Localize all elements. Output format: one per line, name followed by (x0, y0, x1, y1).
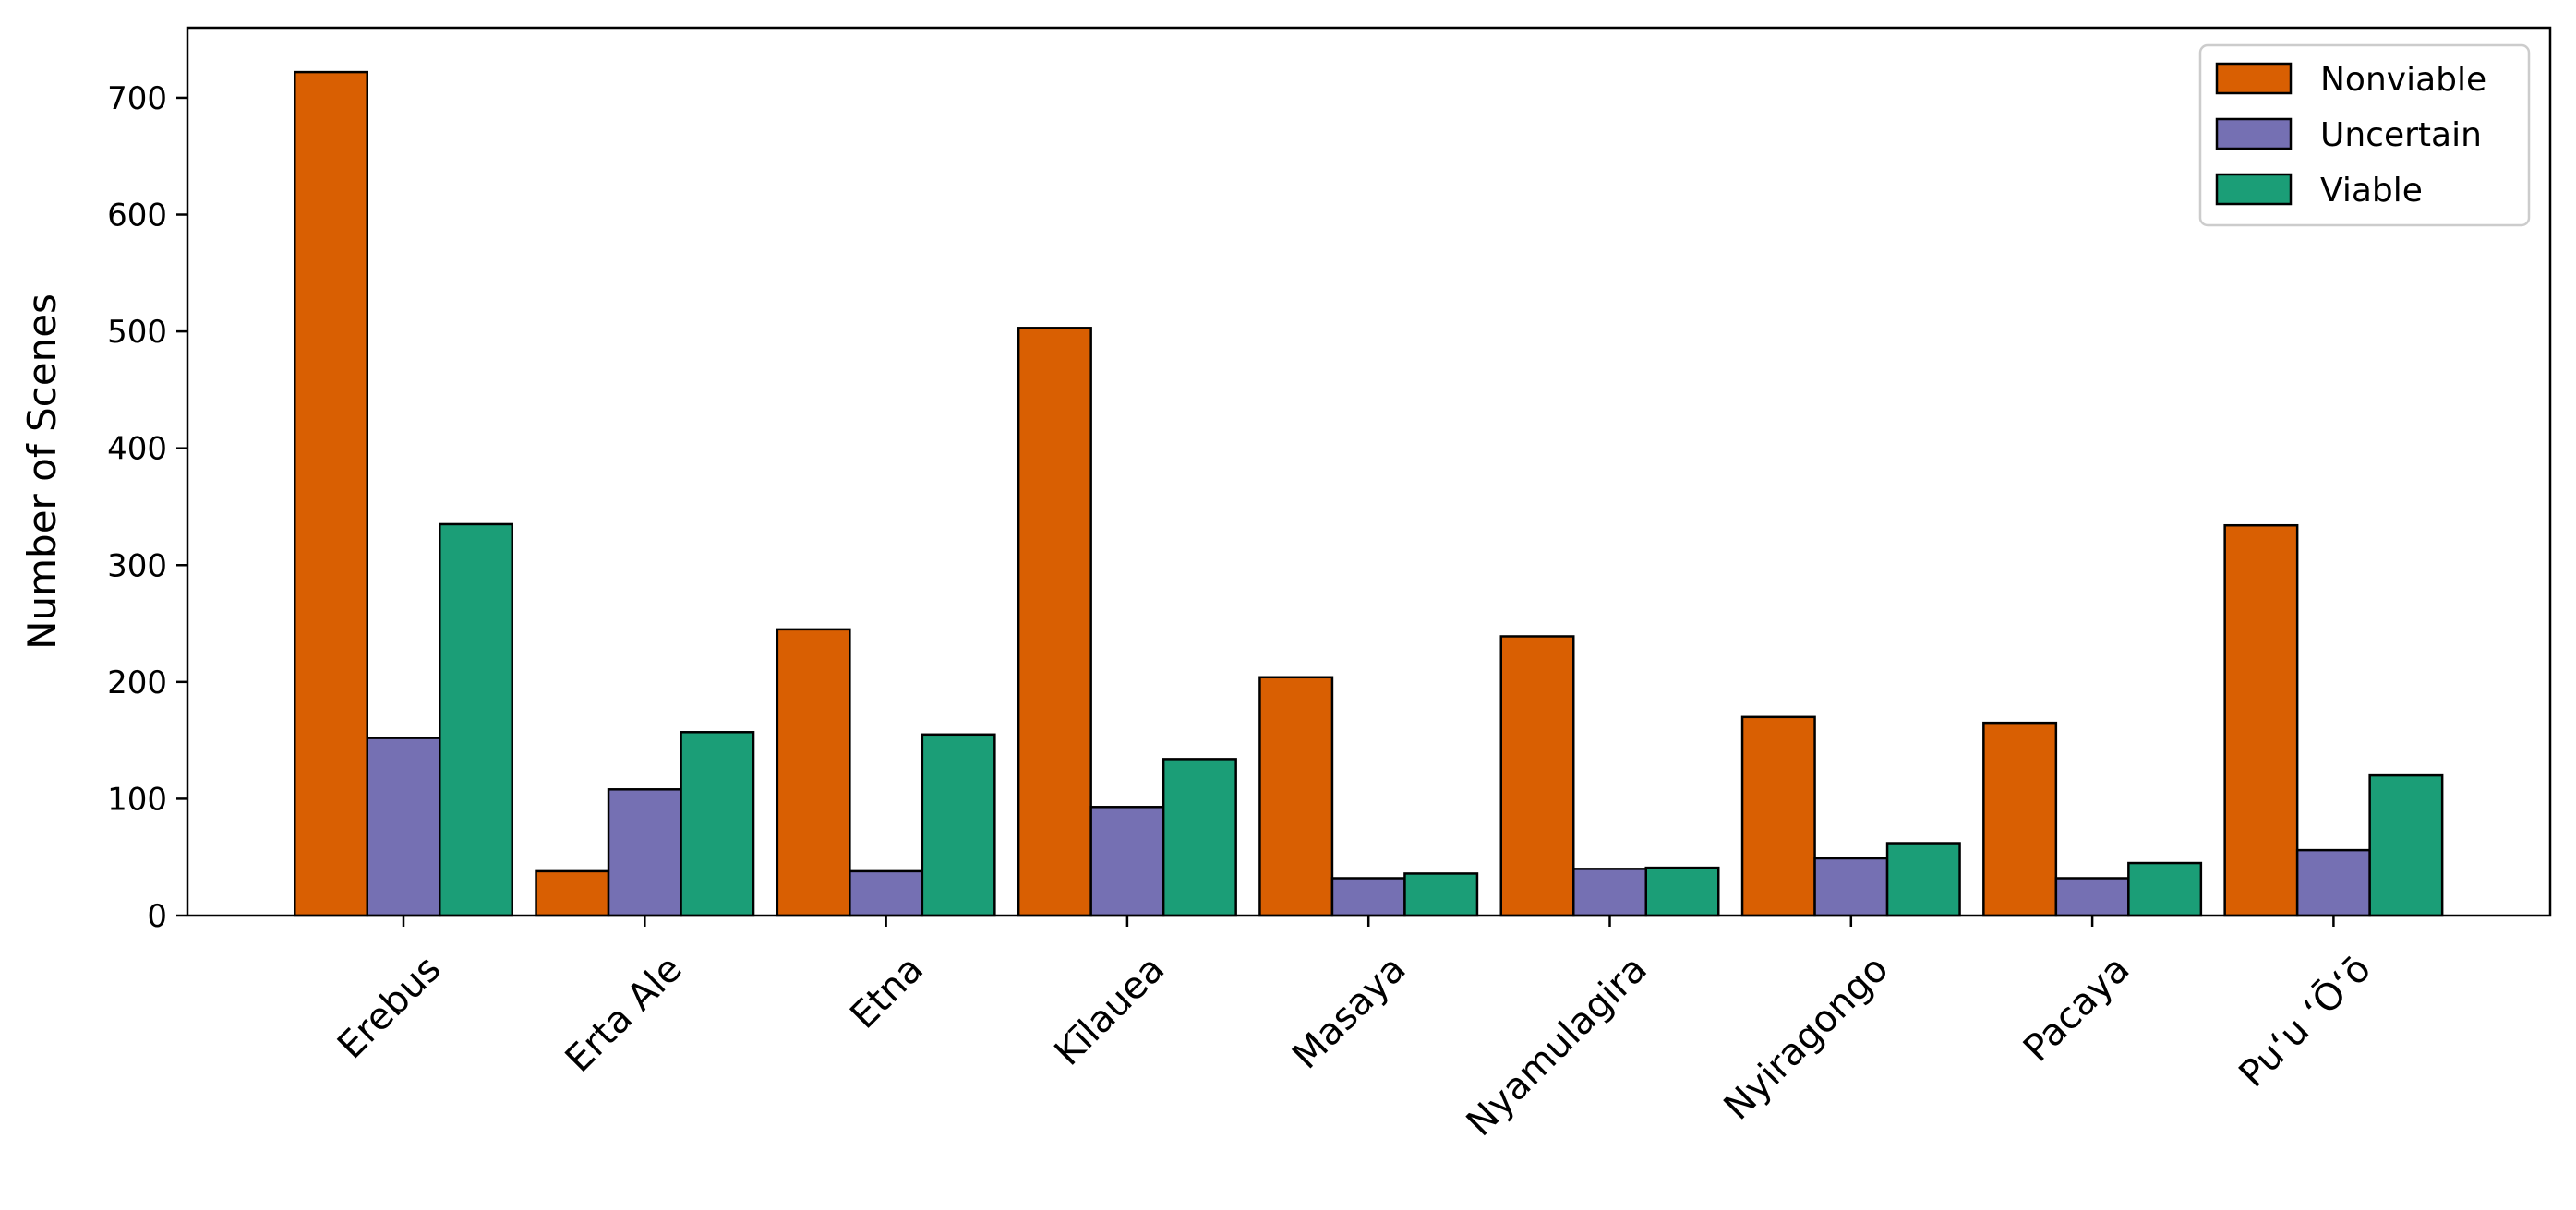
x-tick-label: Erta Ale (558, 948, 691, 1081)
bar-nonviable-5 (1499, 635, 1575, 917)
y-tick-label: 0 (147, 898, 167, 935)
bar-uncertain-0 (366, 737, 441, 917)
bar-uncertain-8 (2295, 848, 2371, 917)
bar-viable-7 (2127, 861, 2203, 917)
legend-label-nonviable: Nonviable (2320, 61, 2486, 99)
plot-frame (186, 26, 2552, 917)
bar-uncertain-5 (1572, 868, 1647, 917)
bar-uncertain-4 (1330, 877, 1406, 917)
legend-swatch-uncertain (2215, 117, 2293, 150)
bar-nonviable-2 (776, 628, 851, 917)
bar-nonviable-1 (535, 869, 610, 917)
y-tick-label: 300 (107, 547, 167, 584)
x-tick-label: Puʻu ʻŌʻō (2231, 947, 2379, 1096)
y-tick-label: 500 (107, 314, 167, 351)
bar-viable-1 (680, 731, 755, 917)
x-tick-label: Etna (842, 948, 932, 1037)
y-tick-label: 400 (107, 431, 167, 468)
bar-nonviable-3 (1017, 327, 1092, 917)
x-tick-label: Nyiragongo (1716, 948, 1897, 1129)
bar-nonviable-8 (2223, 523, 2299, 917)
x-tick-label: Kīlauea (1047, 948, 1174, 1074)
bar-nonviable-6 (1740, 715, 1816, 917)
bar-uncertain-3 (1089, 806, 1165, 917)
bar-viable-0 (439, 522, 513, 917)
x-axis: Erebus Erta Ale Etna Kīlauea Masaya Nyamulagi… (330, 916, 2379, 1144)
legend-label-viable: Viable (2320, 172, 2423, 210)
bar-viable-3 (1162, 758, 1237, 917)
bars-group (294, 70, 2444, 917)
legend-swatch-viable (2215, 173, 2293, 206)
bar-nonviable-4 (1258, 676, 1334, 917)
y-tick-label: 700 (107, 80, 167, 117)
x-tick-label: Pacaya (2016, 948, 2138, 1071)
y-tick-label: 600 (107, 198, 167, 234)
y-tick-label: 200 (107, 665, 167, 701)
bar-uncertain-6 (1813, 857, 1889, 917)
bar-viable-2 (921, 733, 996, 917)
y-axis: 0 100 200 300 400 500 600 700 (107, 80, 187, 935)
legend-swatch-nonviable (2215, 62, 2293, 95)
x-tick-label: Masaya (1284, 948, 1414, 1077)
bar-viable-5 (1644, 866, 1720, 917)
bar-nonviable-0 (294, 70, 368, 917)
bar-nonviable-7 (1982, 721, 2058, 917)
y-axis-label: Number of Scenes (19, 294, 65, 650)
y-tick-label: 100 (107, 781, 167, 818)
legend-label-uncertain: Uncertain (2320, 116, 2482, 154)
legend: Nonviable Uncertain Viable (2198, 43, 2531, 227)
x-tick-label: Nyamulagira (1459, 948, 1655, 1144)
x-tick-label: Erebus (330, 948, 449, 1067)
bar-viable-6 (1885, 842, 1961, 917)
bar-viable-4 (1403, 872, 1479, 917)
bar-uncertain-7 (2054, 877, 2130, 917)
bar-uncertain-1 (607, 788, 682, 917)
bar-uncertain-2 (849, 869, 924, 917)
bar-viable-8 (2368, 773, 2444, 917)
